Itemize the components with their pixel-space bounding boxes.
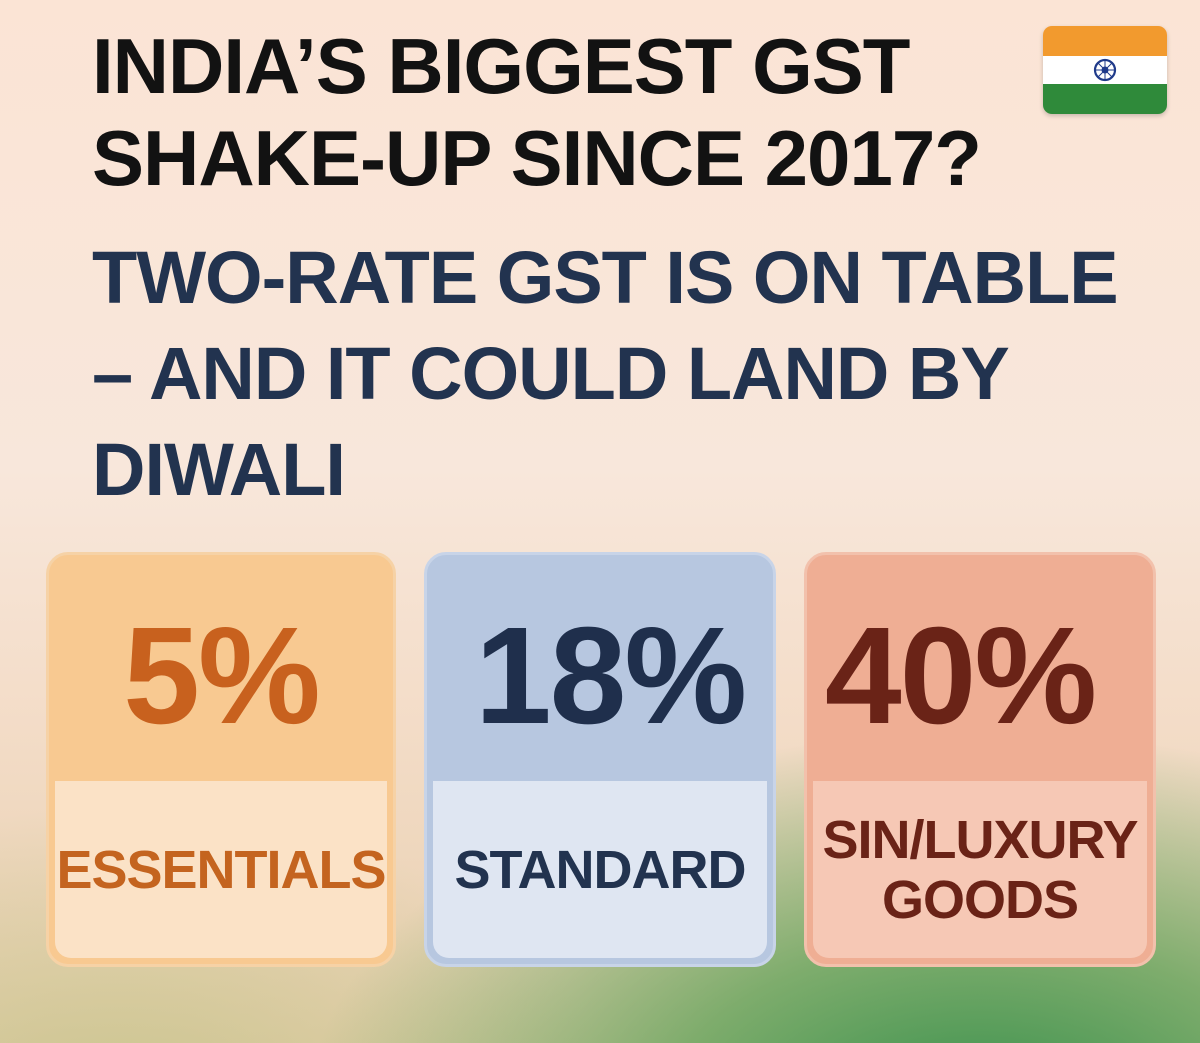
rate-value: 5% [123,599,320,753]
subheadline: TWO-RATE GST IS ON TABLE – AND IT COULD … [92,236,1119,511]
rate-label-box: ESSENTIALS [55,781,387,958]
rate-label-box: SIN/LUXURY GOODS [813,781,1147,958]
rate-value: 18% [474,599,747,753]
rate-label-box: STANDARD [433,781,767,958]
headline: INDIA’S BIGGEST GST SHAKE-UP SINCE 2017? [92,22,982,202]
rate-value: 40% [824,599,1097,753]
rate-card-standard: 18% STANDARD [424,552,776,967]
rate-card-essentials: 5% ESSENTIALS [46,552,396,967]
rate-label: SIN/LUXURY GOODS [822,809,1138,930]
rate-label: ESSENTIALS [56,839,386,900]
india-flag-icon [1043,26,1167,114]
rate-label: STANDARD [454,839,747,900]
rate-card-sin-luxury: 40% SIN/LUXURY GOODS [804,552,1156,967]
